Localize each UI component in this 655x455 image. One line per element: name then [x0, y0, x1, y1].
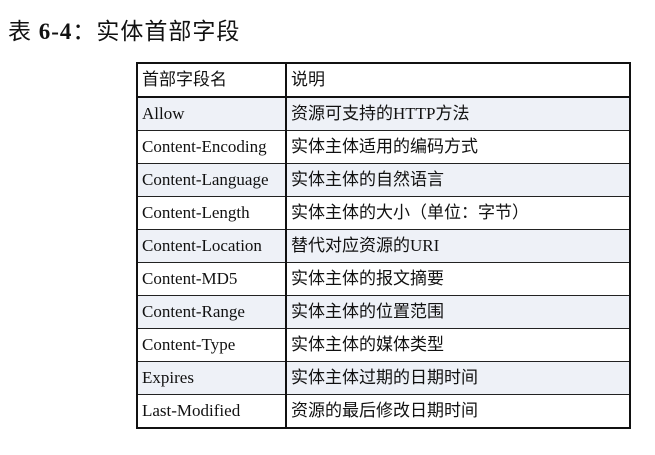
- description-cell: 实体主体的报文摘要: [286, 262, 630, 296]
- caption-prefix: 表: [8, 19, 39, 44]
- field-name-cell: Content-Range: [137, 295, 287, 329]
- table-row: Expires 实体主体过期的日期时间: [137, 361, 630, 395]
- header-description: 说明: [286, 62, 630, 98]
- field-name-cell: Expires: [137, 361, 287, 395]
- table-row: Allow 资源可支持的HTTP方法: [137, 96, 630, 131]
- field-name-cell: Content-Type: [137, 328, 287, 362]
- description-cell: 实体主体的媒体类型: [286, 328, 630, 362]
- field-name-cell: Content-Length: [137, 196, 287, 230]
- field-name-cell: Content-Language: [137, 163, 287, 197]
- table-row: Content-Location 替代对应资源的URI: [137, 229, 630, 263]
- header-field-name: 首部字段名: [137, 62, 287, 98]
- table-row: Content-MD5 实体主体的报文摘要: [137, 262, 630, 296]
- description-cell: 资源的最后修改日期时间: [286, 394, 630, 428]
- field-name-cell: Allow: [137, 96, 287, 131]
- table-row: Content-Encoding 实体主体适用的编码方式: [137, 130, 630, 164]
- field-name-cell: Content-Location: [137, 229, 287, 263]
- description-cell: 实体主体过期的日期时间: [286, 361, 630, 395]
- description-cell: 实体主体的大小（单位：字节）: [286, 196, 630, 230]
- field-name-cell: Content-MD5: [137, 262, 287, 296]
- field-name-cell: Content-Encoding: [137, 130, 287, 164]
- entity-header-table: 首部字段名 说明 Allow 资源可支持的HTTP方法 Content-Encodi…: [136, 62, 631, 429]
- table-row: Content-Language 实体主体的自然语言: [137, 163, 630, 197]
- table-row: Last-Modified 资源的最后修改日期时间: [137, 394, 630, 428]
- description-cell: 资源可支持的HTTP方法: [286, 96, 630, 131]
- description-cell: 替代对应资源的URI: [286, 229, 630, 263]
- table-row: Content-Type 实体主体的媒体类型: [137, 328, 630, 362]
- caption-text: ：实体首部字段: [72, 19, 241, 44]
- caption-number: 6-4: [38, 19, 73, 44]
- table-row: Content-Range 实体主体的位置范围: [137, 295, 630, 329]
- description-cell: 实体主体的位置范围: [286, 295, 630, 329]
- description-cell: 实体主体的自然语言: [286, 163, 630, 197]
- table-header-row: 首部字段名 说明: [137, 62, 630, 98]
- table-caption: 表 6-4：实体首部字段: [8, 12, 240, 46]
- field-name-cell: Last-Modified: [137, 394, 287, 428]
- description-cell: 实体主体适用的编码方式: [286, 130, 630, 164]
- table-row: Content-Length 实体主体的大小（单位：字节）: [137, 196, 630, 230]
